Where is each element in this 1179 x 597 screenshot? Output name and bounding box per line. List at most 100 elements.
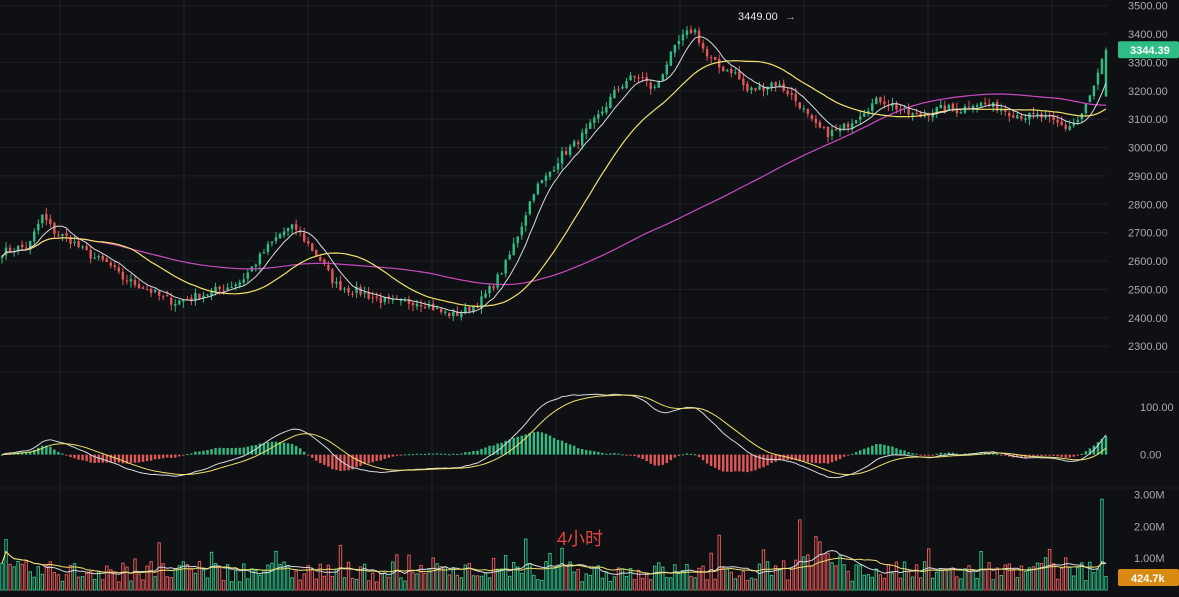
macd-histogram-bar: [597, 451, 600, 455]
volume-bar: [105, 565, 109, 591]
volume-bar: [931, 577, 935, 591]
candle-body: [37, 223, 40, 231]
volume-bar: [431, 557, 435, 591]
macd-histogram-bar: [367, 454, 370, 464]
candle-body: [637, 77, 640, 79]
macd-histogram-bar: [613, 453, 616, 455]
macd-histogram-bar: [61, 453, 64, 455]
macd-histogram-bar: [907, 452, 910, 455]
candle-body: [907, 107, 910, 115]
macd-histogram-bar: [270, 441, 274, 455]
volume-bar: [294, 570, 298, 591]
macd-histogram-bar: [915, 453, 918, 455]
candle-body: [190, 297, 193, 300]
volume-bar: [1076, 567, 1080, 591]
volume-bar: [229, 581, 234, 591]
candle-body: [294, 224, 298, 230]
macd-histogram-bar: [302, 451, 306, 455]
macd-histogram-bar: [895, 448, 898, 455]
volume-bar: [153, 576, 157, 591]
macd-histogram-bar: [1080, 453, 1084, 455]
macd-histogram-bar: [516, 436, 519, 455]
candle-body: [480, 296, 483, 309]
macd-histogram-bar: [863, 448, 866, 455]
candle-body: [512, 243, 515, 256]
macd-histogram-bar: [1036, 454, 1039, 456]
macd-histogram-bar: [500, 442, 503, 455]
volume-bar: [358, 566, 363, 591]
volume-bar: [375, 581, 379, 591]
volume-bar: [225, 564, 230, 591]
macd-histogram-bar: [278, 441, 282, 455]
candle-body: [1000, 109, 1003, 112]
macd-histogram-bar: [919, 454, 922, 456]
candle-body: [730, 68, 733, 74]
volume-tick-label: 2.00M: [1134, 521, 1165, 533]
macd-histogram-bar: [568, 444, 572, 455]
y-tick-label: 2500.00: [1128, 284, 1168, 296]
macd-histogram-bar: [234, 447, 237, 455]
candle-body: [202, 295, 205, 299]
candle-body: [423, 307, 427, 309]
volume-bar: [701, 565, 705, 591]
candle-body: [758, 85, 761, 90]
macd-histogram-bar: [1060, 454, 1063, 457]
candle-body: [576, 142, 580, 145]
macd-histogram-bar: [774, 454, 777, 462]
volume-bar: [483, 573, 488, 591]
macd-histogram-bar: [69, 454, 72, 458]
volume-bar: [44, 564, 49, 591]
macd-histogram-bar: [657, 454, 660, 466]
candle-body: [476, 306, 479, 308]
candle-body: [774, 81, 777, 87]
candle-body: [931, 113, 934, 118]
macd-histogram-bar: [1104, 436, 1108, 455]
volume-bar: [415, 573, 419, 591]
volume-bar: [967, 565, 971, 591]
volume-bar: [802, 556, 806, 591]
volume-bar: [999, 574, 1003, 591]
candle-body: [883, 101, 886, 105]
volume-bar: [886, 563, 891, 591]
candle-body: [290, 224, 294, 229]
macd-histogram-bar: [165, 454, 169, 458]
macd-histogram-bar: [754, 454, 757, 471]
macd-histogram-bar: [480, 448, 483, 455]
volume-bar: [866, 574, 870, 591]
macd-histogram-bar: [294, 445, 298, 455]
macd-histogram-bar: [883, 444, 886, 455]
macd-histogram-bar: [673, 454, 677, 458]
macd-histogram-bar: [435, 453, 439, 455]
volume-bar: [947, 568, 951, 591]
macd-histogram-bar: [472, 451, 475, 455]
volume-bar: [1088, 561, 1092, 591]
volume-bar: [979, 550, 983, 591]
candle-body: [895, 102, 898, 110]
macd-histogram-bar: [580, 449, 584, 455]
candle-body: [1004, 109, 1007, 112]
volume-bar: [391, 561, 395, 591]
macd-histogram-bar: [802, 454, 806, 462]
volume-ma-short-line: [1, 550, 1107, 576]
volume-bar: [330, 575, 335, 591]
candle-body: [850, 123, 854, 128]
macd-histogram-bar: [564, 442, 568, 455]
volume-bar: [572, 571, 576, 591]
volume-bar: [503, 555, 508, 591]
macd-histogram-bar: [778, 454, 781, 461]
candle-body: [57, 234, 60, 236]
candlestick-panel: [0, 25, 1108, 322]
volume-bar: [536, 579, 540, 591]
macd-histogram-bar: [605, 453, 608, 455]
candle-body: [178, 300, 181, 305]
macd-histogram-bar: [387, 454, 391, 458]
volume-bar: [157, 542, 161, 591]
candle-body: [854, 120, 858, 124]
macd-histogram-bar: [532, 432, 536, 455]
volume-bar: [24, 561, 28, 591]
candle-body: [734, 72, 737, 74]
price-axis: 3500.00 3400.00 3300.00 3200.00 3100.00 3000.…: [1128, 1, 1174, 565]
candle-body: [113, 265, 117, 268]
macd-histogram-bar: [419, 453, 423, 455]
